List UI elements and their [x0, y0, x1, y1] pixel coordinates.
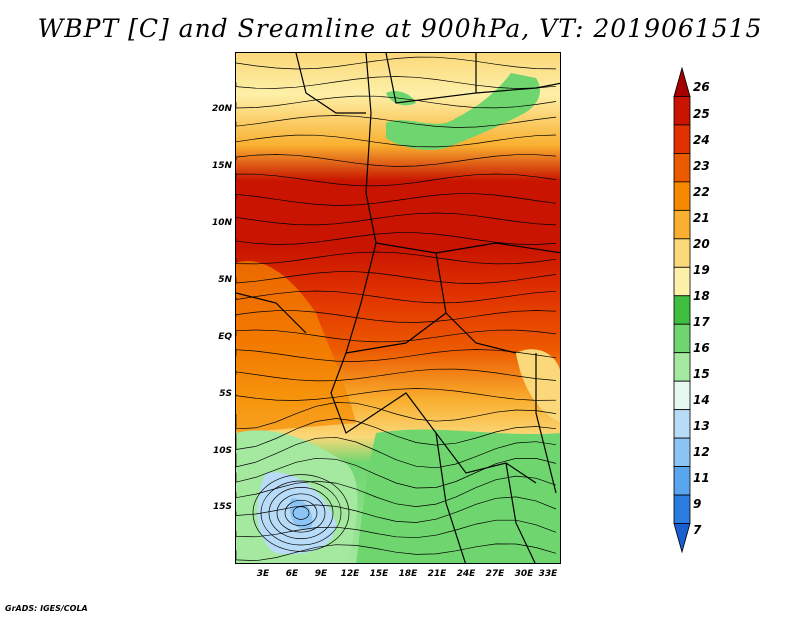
colorbar-label: 25: [693, 107, 710, 121]
chart-title: WBPT [C] and Sreamline at 900hPa, VT: 20…: [37, 14, 763, 43]
colorbar-segment: [673, 466, 691, 496]
colorbar-label: 16: [693, 341, 710, 355]
colorbar-segment: [673, 238, 691, 268]
streamline-vortex: [268, 487, 334, 539]
colorbar-label: 14: [693, 393, 710, 407]
lat-tick-label: 10N: [211, 218, 232, 228]
colorbar-segment: [673, 523, 691, 554]
streamline: [236, 329, 557, 343]
colorbar: [673, 66, 691, 554]
lat-tick-label: 20N: [211, 104, 232, 114]
lon-tick-label: 6E: [285, 569, 299, 579]
streamline: [236, 212, 557, 226]
streamline: [236, 402, 557, 430]
streamline: [236, 193, 557, 206]
streamline: [236, 154, 557, 167]
colorbar-segment: [673, 124, 691, 154]
colorbar-label: 13: [693, 419, 710, 433]
streamline: [236, 368, 557, 382]
colorbar-segment: [673, 153, 691, 183]
streamline: [236, 271, 557, 284]
colorbar-label: 15: [693, 367, 710, 381]
streamline: [236, 388, 557, 401]
lon-tick-label: 9E: [314, 569, 328, 579]
streamline: [236, 56, 557, 70]
lon-tick-label: 21E: [427, 569, 447, 579]
colorbar-segment: [673, 437, 691, 467]
lon-tick-label: 3E: [256, 569, 270, 579]
east-mild-patch: [516, 349, 560, 423]
streamline: [236, 475, 557, 507]
streamline: [236, 290, 557, 304]
colorbar-segment: [673, 66, 691, 97]
lat-tick-label: 15N: [211, 161, 232, 171]
streamline: [236, 519, 557, 539]
colorbar-label: 24: [693, 133, 710, 147]
streamline-vortex: [284, 499, 318, 527]
colorbar-segment: [673, 323, 691, 354]
colorbar-label: 19: [693, 263, 710, 277]
colorbar-segment: [673, 380, 691, 411]
lat-tick-label: 10S: [212, 446, 232, 456]
streamline-vortex: [276, 493, 326, 533]
colorbar-segment: [673, 266, 691, 297]
streamline: [236, 543, 557, 562]
wbpt-field: [236, 53, 560, 563]
colorbar-segment: [673, 409, 691, 439]
streamline-vortex: [260, 480, 342, 546]
colorbar-label: 9: [693, 497, 702, 511]
streamline: [236, 115, 557, 128]
colorbar-label: 11: [693, 471, 710, 485]
streamline: [236, 76, 557, 89]
streamline: [236, 251, 557, 265]
colorbar-label: 18: [693, 289, 710, 303]
colorbar-segment: [673, 209, 691, 240]
streamline: [236, 457, 557, 489]
streamline: [236, 418, 557, 450]
lat-tick-label: 5N: [218, 275, 232, 285]
colorbar-label: 26: [693, 80, 710, 94]
streamline-vortex: [292, 506, 310, 520]
southeast-cool-area: [356, 429, 560, 563]
streamline: [236, 232, 557, 245]
lon-tick-label: 27E: [485, 569, 505, 579]
colorbar-label: 17: [693, 315, 710, 329]
streamline: [236, 95, 557, 109]
colorbar-label: 12: [693, 445, 710, 459]
streamline: [236, 310, 557, 323]
west-warm-band: [236, 261, 356, 433]
lon-tick-label: 24E: [456, 569, 476, 579]
streamline-vortex: [252, 474, 350, 552]
streamline: [236, 436, 557, 469]
colorbar-label: 20: [693, 237, 710, 251]
colorbar-segment: [673, 494, 691, 524]
streamline: [236, 496, 557, 523]
colorbar-label: 21: [693, 211, 710, 225]
streamline: [236, 134, 557, 148]
country-borders: [236, 53, 560, 563]
lat-tick-label: 5S: [219, 389, 232, 399]
lon-tick-label: 33E: [538, 569, 558, 579]
map-panel: [235, 52, 561, 564]
colorbar-segment: [673, 352, 691, 382]
lon-tick-label: 15E: [369, 569, 389, 579]
colorbar-label: 7: [693, 523, 702, 537]
colorbar-label: 23: [693, 159, 710, 173]
colorbar-segment: [673, 295, 691, 325]
lon-tick-label: 18E: [398, 569, 418, 579]
streamline: [236, 173, 557, 187]
lat-tick-label: 15S: [212, 502, 232, 512]
colorbar-segment: [673, 96, 691, 126]
lat-tick-label: EQ: [218, 332, 232, 342]
north-cool-patch: [386, 73, 541, 150]
streamline: [236, 349, 557, 362]
colorbar-segment: [673, 181, 691, 211]
lon-tick-label: 30E: [514, 569, 534, 579]
streamlines: [236, 56, 557, 562]
credit-text: GrADS: IGES/COLA: [5, 604, 88, 613]
colorbar-label: 22: [693, 185, 710, 199]
lon-tick-label: 12E: [340, 569, 360, 579]
